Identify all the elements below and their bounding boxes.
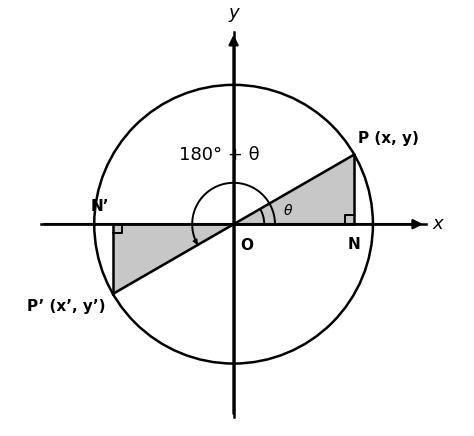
Text: N: N	[348, 237, 361, 252]
Text: 180° + θ: 180° + θ	[179, 146, 260, 164]
Text: O: O	[240, 238, 254, 253]
Text: N’: N’	[90, 199, 109, 215]
Text: P (x, y): P (x, y)	[358, 131, 419, 146]
Text: θ: θ	[284, 204, 292, 218]
Polygon shape	[113, 224, 234, 294]
Text: P’ (x’, y’): P’ (x’, y’)	[27, 300, 106, 314]
Polygon shape	[234, 154, 354, 224]
Text: y: y	[228, 4, 239, 22]
Text: x: x	[433, 215, 444, 233]
